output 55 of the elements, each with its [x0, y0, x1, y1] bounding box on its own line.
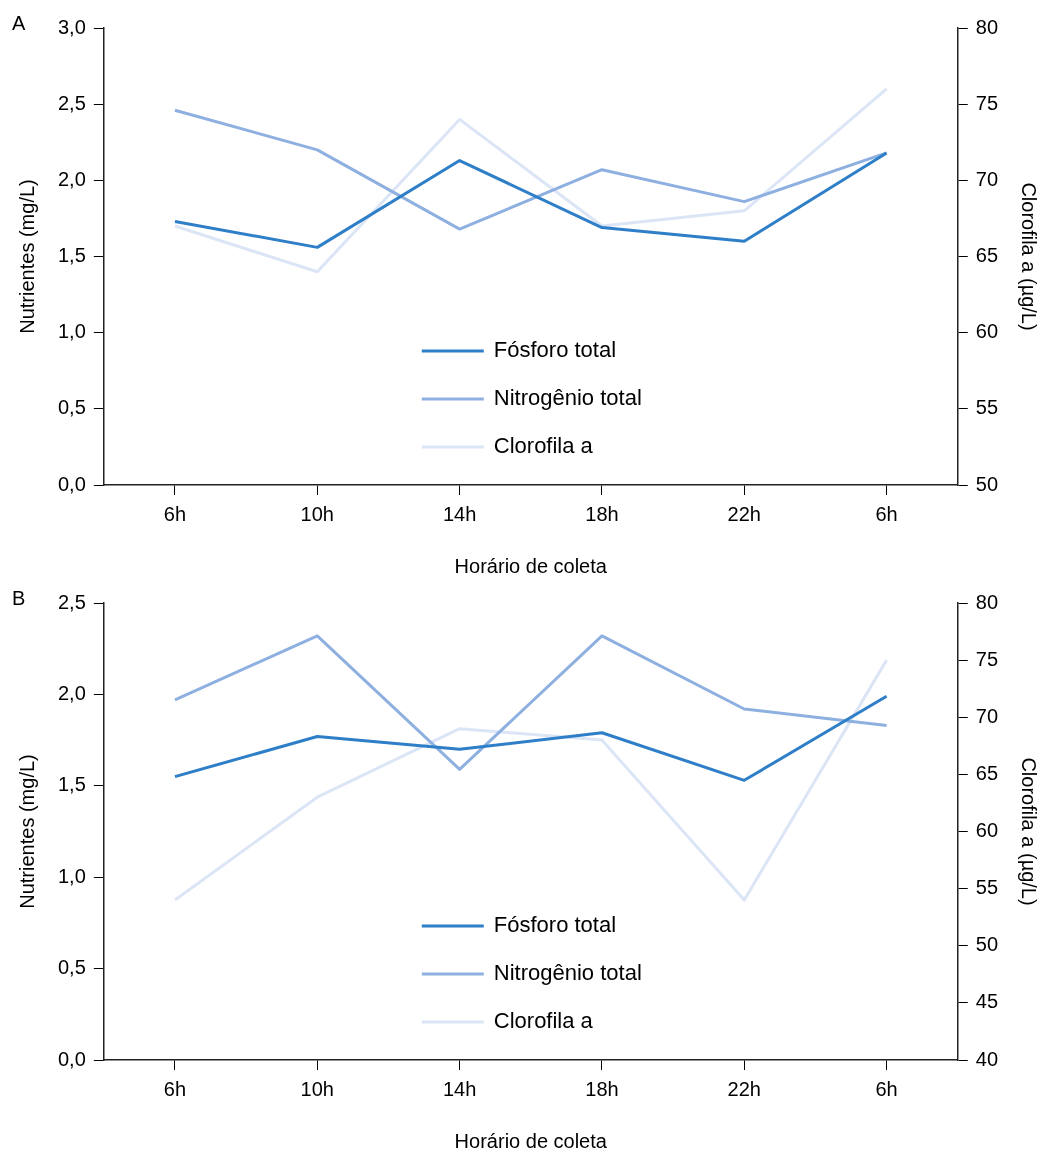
y-tick-label: 2,0 [57, 167, 86, 190]
y-tick-label: 0,5 [57, 396, 86, 419]
y-tick-label: 1,5 [57, 773, 86, 796]
x-tick-label: 22h [727, 1077, 761, 1100]
y2-tick-label: 65 [975, 244, 998, 267]
legend-label: Nitrogênio total [493, 960, 642, 986]
y-tick-label: 1,0 [57, 320, 86, 343]
x-axis-title: Horário de coleta [454, 554, 608, 577]
x-axis-title: Horário de coleta [454, 1129, 608, 1152]
y2-tick-label: 75 [975, 91, 998, 114]
x-tick-label: 10h [300, 502, 334, 525]
y-tick-label: 0,0 [57, 1047, 86, 1070]
x-tick-label: 14h [442, 1077, 477, 1100]
y2-tick-label: 40 [975, 1047, 998, 1070]
x-tick-label: 6h [163, 1077, 187, 1100]
y-tick-label: 0,5 [57, 956, 86, 979]
y2-tick-label: 80 [975, 15, 998, 38]
legend-label: Clorofila a [493, 433, 594, 459]
legend-label: Fósforo total [493, 337, 617, 363]
y2-tick-label: 55 [975, 876, 998, 899]
y2-tick-label: 75 [975, 647, 998, 670]
y2-axis-title: Clorofila a (µg/L) [1018, 757, 1041, 906]
x-tick-label: 18h [585, 502, 619, 525]
text: B [12, 586, 26, 609]
legend-label: Nitrogênio total [493, 385, 642, 411]
x-tick-label: 18h [585, 1077, 619, 1100]
y2-tick-label: 45 [975, 990, 998, 1013]
y-tick-label: 3,0 [57, 15, 86, 38]
legend-label: Fósforo total [493, 912, 617, 938]
y-axis-title: Nutrientes (mg/L) [15, 179, 38, 334]
y2-tick-label: 70 [975, 167, 998, 190]
y2-tick-label: 60 [975, 320, 998, 343]
y-tick-label: 1,0 [57, 864, 86, 887]
x-tick-label: 6h [875, 502, 898, 525]
y2-tick-label: 65 [975, 761, 998, 784]
y2-tick-label: 70 [975, 704, 998, 727]
text: A [12, 11, 26, 34]
y-tick-label: 1,5 [57, 244, 86, 267]
y-tick-label: 2,0 [57, 681, 86, 704]
y2-tick-label: 50 [975, 933, 998, 956]
x-tick-label: 10h [300, 1077, 334, 1100]
x-tick-label: 6h [875, 1077, 898, 1100]
y-axis-title: Nutrientes (mg/L) [15, 754, 38, 909]
y-tick-label: 0,0 [57, 472, 86, 495]
y2-tick-label: 80 [975, 590, 998, 613]
x-tick-label: 14h [442, 502, 477, 525]
x-tick-label: 6h [163, 502, 187, 525]
y-tick-label: 2,5 [57, 91, 86, 114]
y2-tick-label: 55 [975, 396, 998, 419]
y-tick-label: 2,5 [57, 590, 86, 613]
y2-tick-label: 60 [975, 819, 998, 842]
y2-axis-title: Clorofila a (µg/L) [1018, 182, 1041, 331]
legend-label: Clorofila a [493, 1008, 594, 1034]
x-tick-label: 22h [727, 502, 761, 525]
y2-tick-label: 50 [975, 472, 998, 495]
